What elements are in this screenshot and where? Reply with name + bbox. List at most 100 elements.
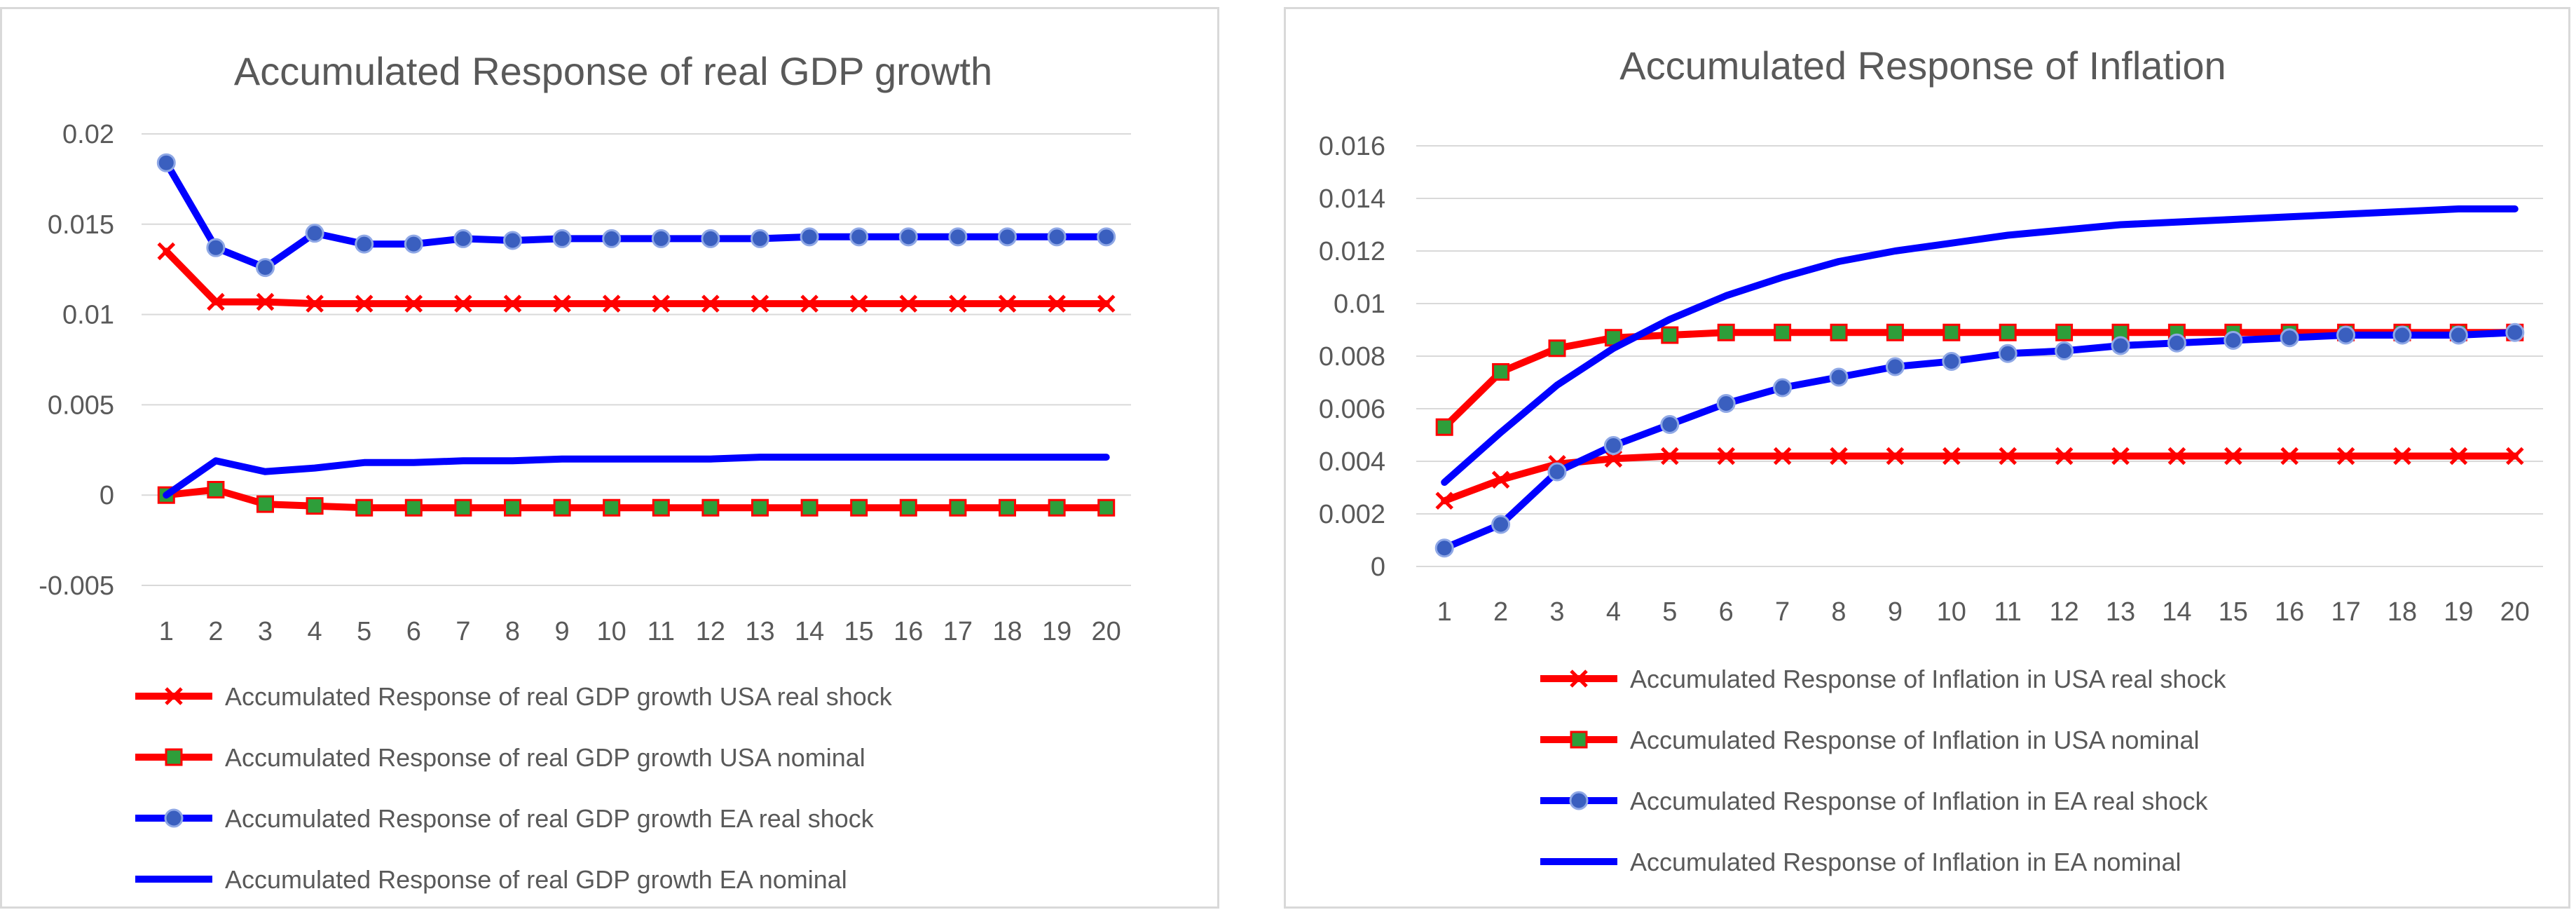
data-point xyxy=(602,229,622,248)
gdp-chart-svg: Accumulated Response of real GDP growth -… xyxy=(39,49,1131,894)
data-point xyxy=(2055,447,2074,466)
data-point-stroke-b xyxy=(998,294,1017,313)
data-point xyxy=(1435,491,1453,510)
x-tick-label: 18 xyxy=(2387,597,2417,627)
y-tick-label: 0.012 xyxy=(1319,237,1385,266)
data-point xyxy=(2336,447,2355,466)
data-point xyxy=(1097,498,1116,517)
data-point xyxy=(404,294,423,313)
x-tick-label: 4 xyxy=(1606,597,1621,627)
data-point xyxy=(1661,326,1679,344)
series-1 xyxy=(1435,447,2524,510)
x-tick-label: 2 xyxy=(1493,597,1508,627)
data-point xyxy=(949,294,967,313)
data-point xyxy=(1547,462,1567,482)
legend-label: Accumulated Response of real GDP growth … xyxy=(225,682,893,711)
data-point xyxy=(552,229,572,248)
legend-marker xyxy=(164,808,184,828)
data-point xyxy=(998,294,1017,313)
data-point xyxy=(2280,447,2298,466)
x-tick-label: 12 xyxy=(696,617,725,646)
x-tick-label: 18 xyxy=(992,617,1022,646)
data-point xyxy=(503,294,522,313)
data-point-stroke-b xyxy=(355,294,374,313)
data-point xyxy=(2336,325,2356,345)
x-tick-label: 15 xyxy=(2219,597,2248,627)
legend-label: Accumulated Response of real GDP growth … xyxy=(225,865,847,894)
inflation-chart-svg: Accumulated Response of Inflation 0 0.002 0… xyxy=(1319,43,2543,876)
x-tick-label: 17 xyxy=(2331,597,2360,627)
data-point-stroke-b xyxy=(602,294,621,313)
data-point xyxy=(800,294,818,313)
data-point-stroke-b xyxy=(2393,447,2411,466)
x-tick-label: 13 xyxy=(2106,597,2135,627)
data-point xyxy=(207,480,225,498)
x-tick-label: 1 xyxy=(1437,597,1452,627)
data-point-stroke-b xyxy=(553,294,571,313)
legend-label: Accumulated Response of Inflation in USA… xyxy=(1630,726,2199,754)
data-point xyxy=(2392,325,2412,345)
data-point xyxy=(1097,294,1116,313)
legend-marker-stroke-b xyxy=(1570,670,1588,688)
data-point-stroke-b xyxy=(1491,470,1510,489)
x-tick-label: 1 xyxy=(159,617,174,646)
data-point xyxy=(504,498,521,517)
data-point xyxy=(899,498,917,517)
data-point xyxy=(404,498,423,517)
data-point xyxy=(256,495,274,513)
x-tick-label: 15 xyxy=(844,617,874,646)
data-point xyxy=(1603,436,1623,455)
data-point xyxy=(751,294,769,313)
data-point xyxy=(850,498,868,517)
data-point xyxy=(1829,367,1849,387)
data-point-stroke-b xyxy=(849,294,868,313)
data-point xyxy=(2448,325,2468,345)
chart-title: Accumulated Response of real GDP growth xyxy=(234,49,992,93)
data-point xyxy=(454,498,472,517)
data-point xyxy=(1660,415,1680,434)
x-tick-label: 8 xyxy=(1831,597,1846,627)
data-point xyxy=(2224,331,2243,350)
data-point xyxy=(1097,227,1116,247)
legend-entry: Accumulated Response of Inflation in USA… xyxy=(1540,726,2199,754)
data-point xyxy=(553,294,571,313)
data-point xyxy=(1047,227,1067,247)
data-point-stroke-b xyxy=(1717,447,1735,466)
data-point-stroke-b xyxy=(2449,447,2468,466)
data-point xyxy=(701,294,720,313)
legend-entry: Accumulated Response of Inflation in USA… xyxy=(1540,665,2226,693)
data-point-stroke-b xyxy=(404,294,423,313)
data-point-stroke-b xyxy=(2506,447,2524,466)
series-line xyxy=(163,454,1110,499)
data-point xyxy=(1717,447,1735,466)
series-2 xyxy=(1435,323,2524,436)
data-point xyxy=(602,294,621,313)
data-point-stroke-b xyxy=(256,292,275,311)
data-point-stroke-b xyxy=(800,294,818,313)
data-point-stroke-b xyxy=(1604,449,1623,468)
data-point xyxy=(454,294,472,313)
data-point-stroke-b xyxy=(2280,447,2298,466)
x-tick-label: 3 xyxy=(258,617,273,646)
data-point xyxy=(1048,498,1066,517)
data-point xyxy=(305,224,324,243)
x-tick-label: 13 xyxy=(745,617,774,646)
y-tick-label: 0.02 xyxy=(62,120,114,149)
data-point xyxy=(256,258,275,278)
x-tick-label: 5 xyxy=(1662,597,1677,627)
data-point xyxy=(948,227,968,247)
legend-entry: Accumulated Response of real GDP growth … xyxy=(135,865,847,894)
y-tick-label: 0 xyxy=(100,481,114,510)
data-point-stroke-b xyxy=(2111,447,2130,466)
x-tick-label: 20 xyxy=(2500,597,2530,627)
x-tick-label: 10 xyxy=(1937,597,1966,627)
y-tick-label: 0.004 xyxy=(1319,447,1385,477)
data-point-stroke-b xyxy=(1773,447,1792,466)
data-point xyxy=(156,153,176,172)
x-tick-label: 11 xyxy=(1994,597,2021,627)
data-point xyxy=(1886,447,1905,466)
data-point xyxy=(2506,447,2524,466)
data-point xyxy=(1434,538,1454,558)
data-point xyxy=(306,497,324,515)
legend-marker-stroke-b xyxy=(165,687,183,705)
